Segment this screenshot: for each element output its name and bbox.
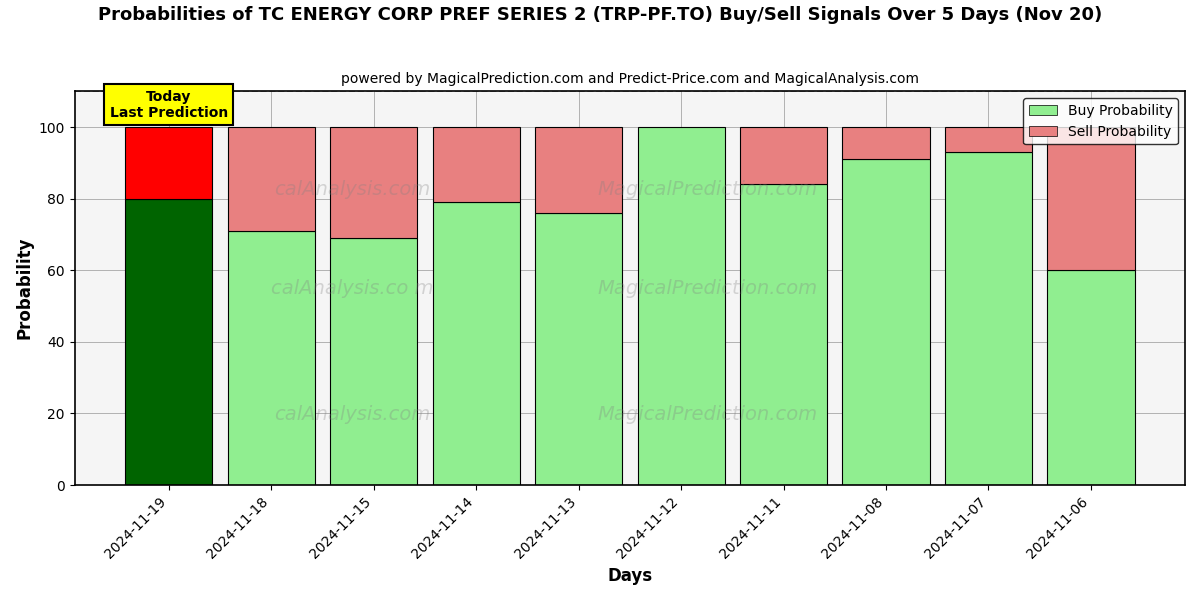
Bar <box>1048 127 1134 271</box>
Bar <box>944 127 1032 152</box>
Text: MagicalPrediction.com: MagicalPrediction.com <box>598 279 817 298</box>
Bar <box>842 160 930 485</box>
Bar <box>228 127 314 231</box>
Text: MagicalPrediction.com: MagicalPrediction.com <box>598 180 817 199</box>
Bar <box>740 184 827 485</box>
Bar <box>944 152 1032 485</box>
Bar <box>330 238 418 485</box>
Legend: Buy Probability, Sell Probability: Buy Probability, Sell Probability <box>1024 98 1178 145</box>
Bar <box>535 127 622 213</box>
Bar <box>535 213 622 485</box>
Bar <box>432 202 520 485</box>
Bar <box>432 127 520 202</box>
Bar <box>1048 271 1134 485</box>
X-axis label: Days: Days <box>607 567 653 585</box>
Text: calAnalysis.com: calAnalysis.com <box>274 180 431 199</box>
Text: Today
Last Prediction: Today Last Prediction <box>109 89 228 120</box>
Bar <box>228 231 314 485</box>
Text: calAnalysis.co m: calAnalysis.co m <box>271 279 433 298</box>
Bar <box>842 127 930 160</box>
Bar <box>330 127 418 238</box>
Bar <box>637 127 725 485</box>
Bar <box>125 127 212 199</box>
Bar <box>740 127 827 184</box>
Text: calAnalysis.com: calAnalysis.com <box>274 405 431 424</box>
Text: MagicalPrediction.com: MagicalPrediction.com <box>598 405 817 424</box>
Y-axis label: Probability: Probability <box>16 237 34 340</box>
Title: powered by MagicalPrediction.com and Predict-Price.com and MagicalAnalysis.com: powered by MagicalPrediction.com and Pre… <box>341 72 919 86</box>
Bar <box>125 199 212 485</box>
Text: Probabilities of TC ENERGY CORP PREF SERIES 2 (TRP-PF.TO) Buy/Sell Signals Over : Probabilities of TC ENERGY CORP PREF SER… <box>98 6 1102 24</box>
